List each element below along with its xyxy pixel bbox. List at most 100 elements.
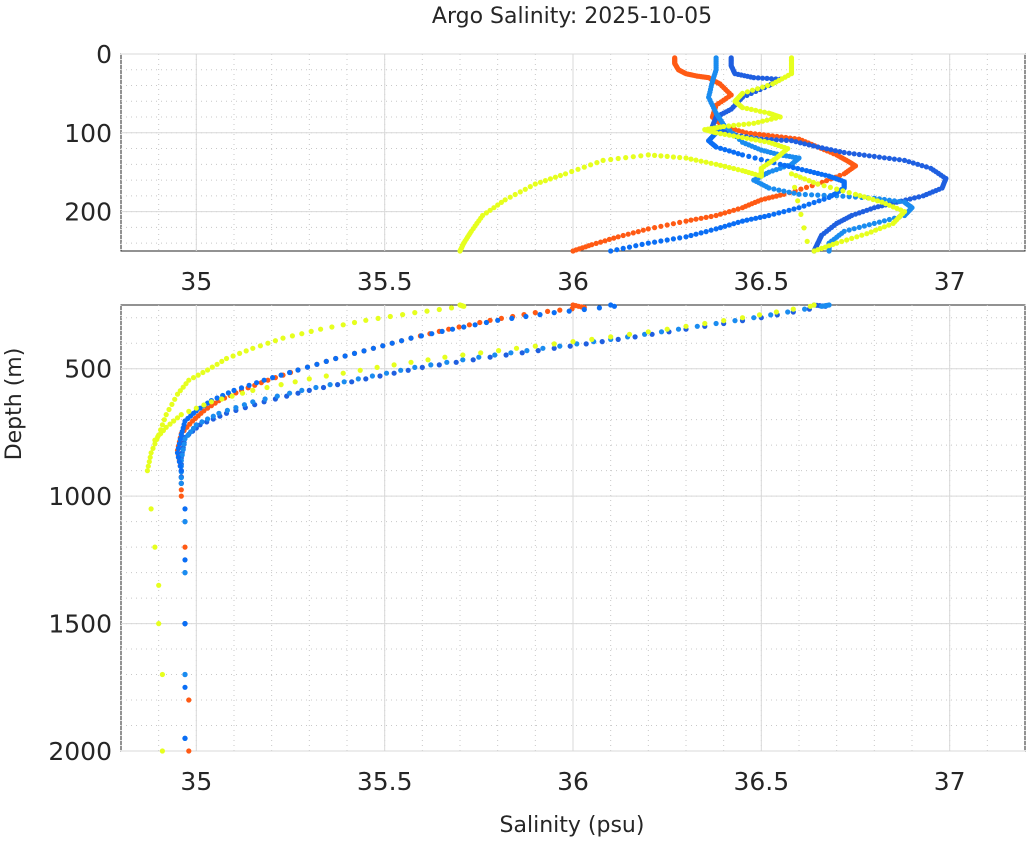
x-tick-label: 35.5 — [357, 767, 413, 796]
data-point-profile-yellow — [693, 157, 699, 163]
data-point-profile-blue-1 — [377, 373, 383, 379]
data-point-profile-blue-3 — [645, 240, 651, 246]
data-point-profile-blue-3 — [670, 236, 677, 242]
data-point-profile-yellow-2 — [802, 176, 808, 182]
data-point-profile-yellow — [145, 463, 151, 469]
data-point-profile-blue-1 — [806, 142, 812, 148]
data-point-profile-yellow — [623, 155, 629, 161]
data-point-profile-yellow — [777, 114, 783, 120]
data-point-profile-blue-3 — [688, 232, 694, 239]
data-point-profile-orange — [456, 324, 462, 330]
data-point-profile-yellow-2 — [846, 190, 852, 196]
data-point-profile-yellow-2 — [683, 323, 689, 329]
data-point-profile-blue-3 — [639, 241, 645, 247]
data-point-profile-orange — [713, 212, 719, 219]
data-point-profile-blue-1 — [615, 336, 621, 342]
data-point-profile-yellow — [387, 313, 393, 320]
data-point-profile-yellow-2 — [849, 235, 855, 241]
data-point-profile-orange — [756, 131, 763, 137]
data-point-profile-blue-2 — [233, 405, 239, 411]
data-point-profile-blue-1 — [828, 147, 834, 153]
data-point-profile-blue-2 — [786, 189, 792, 195]
data-point-profile-yellow-2 — [278, 382, 284, 388]
data-point-profile-yellow — [209, 364, 215, 370]
data-point-profile-blue-2 — [876, 219, 883, 225]
data-point-profile-orange — [178, 487, 184, 493]
data-point-profile-orange — [698, 215, 704, 221]
data-point-profile-blue-3 — [380, 343, 386, 349]
data-point-profile-yellow-2 — [790, 306, 796, 312]
data-point-profile-yellow — [744, 105, 750, 112]
data-point-profile-blue-1 — [764, 75, 770, 81]
data-point-profile-blue-1 — [881, 155, 888, 161]
y-tick-label: 0 — [96, 40, 112, 69]
y-tick-label: 200 — [64, 198, 112, 227]
data-point-profile-orange — [611, 235, 617, 241]
data-point-profile-yellow-2 — [821, 183, 827, 189]
data-point-profile-yellow — [190, 375, 197, 381]
data-point-profile-orange — [208, 403, 214, 409]
data-point-profile-yellow-2 — [570, 339, 576, 345]
data-point-profile-blue-2 — [444, 359, 450, 365]
data-point-profile-blue-3 — [633, 243, 639, 249]
data-point-profile-blue-3 — [816, 198, 822, 204]
data-point-profile-yellow — [147, 454, 153, 460]
data-point-profile-orange — [664, 222, 670, 228]
data-point-profile-yellow-2 — [608, 334, 614, 340]
data-point-profile-yellow-2 — [827, 184, 834, 190]
data-point-profile-blue-2 — [210, 413, 216, 419]
data-point-profile-orange — [205, 405, 211, 411]
upper-tick-labels: 35 35.5 36 36.5 37 0 100 200 — [64, 40, 965, 296]
data-point-profile-orange — [708, 213, 714, 220]
data-point-profile-blue-2 — [771, 186, 777, 192]
data-point-profile-blue-3 — [351, 350, 358, 356]
data-point-profile-yellow — [770, 81, 776, 87]
data-point-profile-blue-3 — [295, 367, 301, 373]
data-point-profile-yellow-2 — [807, 303, 813, 309]
data-point-profile-blue-2 — [428, 362, 434, 368]
data-point-profile-yellow — [289, 333, 295, 339]
data-point-profile-yellow — [600, 157, 606, 163]
data-point-profile-yellow — [163, 412, 169, 418]
data-point-profile-yellow-2 — [839, 238, 845, 245]
data-point-profile-yellow-2 — [408, 359, 414, 365]
data-point-profile-orange — [722, 210, 728, 216]
data-point-profile-yellow — [638, 153, 644, 159]
data-point-profile-blue-3 — [608, 248, 614, 254]
data-point-profile-blue-2 — [846, 194, 852, 200]
data-point-profile-yellow — [739, 134, 746, 141]
data-point-profile-orange — [593, 240, 599, 246]
data-point-profile-blue-3 — [581, 306, 587, 313]
data-point-profile-orange — [748, 130, 754, 136]
data-point-profile-blue-3 — [766, 212, 772, 219]
data-point-profile-yellow — [144, 468, 150, 474]
data-point-profile-yellow — [522, 186, 528, 192]
data-point-profile-blue-2 — [460, 357, 466, 363]
data-point-profile-yellow — [764, 117, 770, 123]
data-point-profile-yellow — [552, 174, 559, 180]
data-point-profile-orange — [761, 132, 767, 138]
data-point-profile-yellow-2 — [340, 370, 346, 376]
data-point-profile-blue-3 — [761, 213, 768, 220]
data-point-profile-yellow — [318, 326, 324, 332]
data-point-profile-yellow — [537, 179, 544, 185]
data-point-profile-yellow-2 — [174, 415, 181, 421]
data-point-profile-blue-3 — [523, 313, 529, 320]
data-point-profile-blue-2 — [574, 341, 580, 347]
data-point-profile-blue-2 — [524, 348, 530, 354]
data-point-profile-blue-3 — [261, 377, 267, 383]
data-point-profile-yellow — [652, 152, 658, 158]
data-point-profile-yellow — [502, 197, 508, 203]
data-point-profile-yellow — [172, 396, 178, 402]
data-point-profile-orange — [625, 231, 631, 237]
data-point-profile-yellow — [257, 343, 263, 349]
data-point-profile-blue-3 — [795, 165, 801, 172]
data-point-profile-blue-3 — [509, 315, 515, 321]
data-point-profile-yellow — [491, 205, 497, 211]
data-point-profile-yellow-2 — [264, 384, 270, 391]
data-point-profile-blue-2 — [871, 220, 877, 226]
data-point-profile-yellow-2 — [721, 318, 727, 324]
data-point-profile-yellow — [329, 324, 335, 330]
data-point-profile-orange — [765, 132, 771, 138]
data-point-profile-blue-3 — [776, 210, 782, 216]
